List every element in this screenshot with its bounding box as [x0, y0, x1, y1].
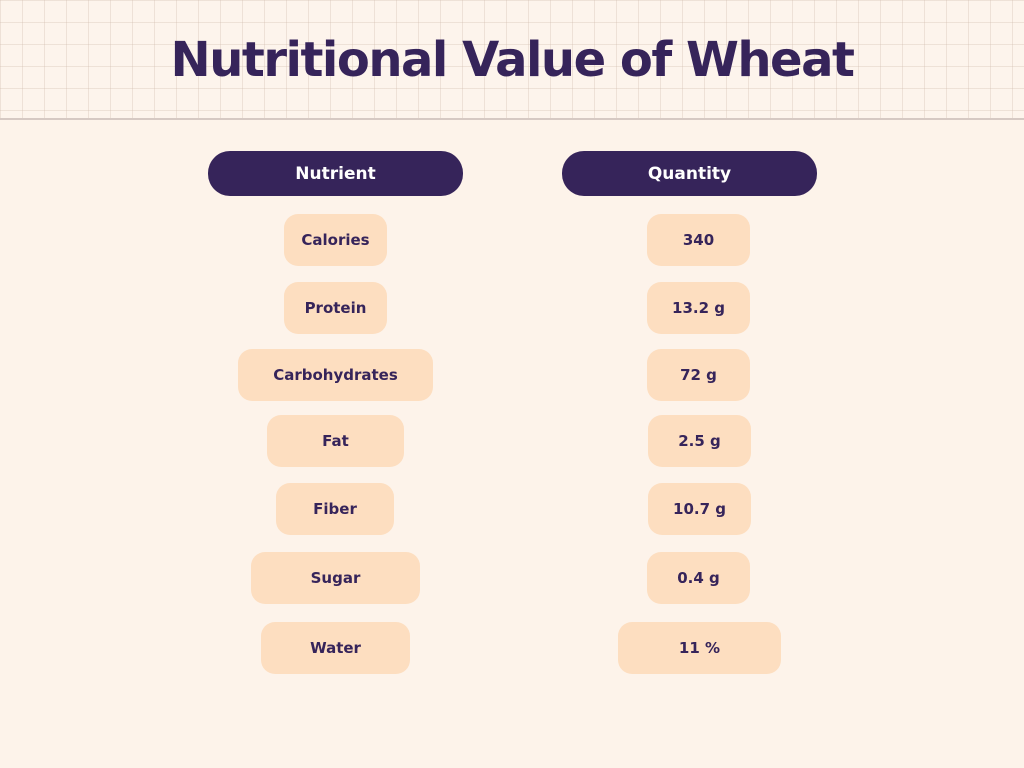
- quantity-cell: 11 %: [618, 622, 781, 674]
- nutrient-cell: Fat: [267, 415, 404, 467]
- quantity-cell: 72 g: [647, 349, 750, 401]
- quantity-cell: 13.2 g: [647, 282, 750, 334]
- nutrient-cell: Sugar: [251, 552, 420, 604]
- nutrient-cell: Calories: [284, 214, 387, 266]
- quantity-cell: 10.7 g: [648, 483, 751, 535]
- nutrient-cell: Fiber: [276, 483, 394, 535]
- header-banner: Nutritional Value of Wheat: [0, 0, 1024, 120]
- nutrient-cell: Carbohydrates: [238, 349, 433, 401]
- quantity-cell: 2.5 g: [648, 415, 751, 467]
- quantity-cell: 340: [647, 214, 750, 266]
- column-header-nutrient: Nutrient: [208, 151, 463, 196]
- column-header-quantity: Quantity: [562, 151, 817, 196]
- nutrient-cell: Protein: [284, 282, 387, 334]
- quantity-cell: 0.4 g: [647, 552, 750, 604]
- nutrient-cell: Water: [261, 622, 410, 674]
- page-title: Nutritional Value of Wheat: [170, 32, 855, 88]
